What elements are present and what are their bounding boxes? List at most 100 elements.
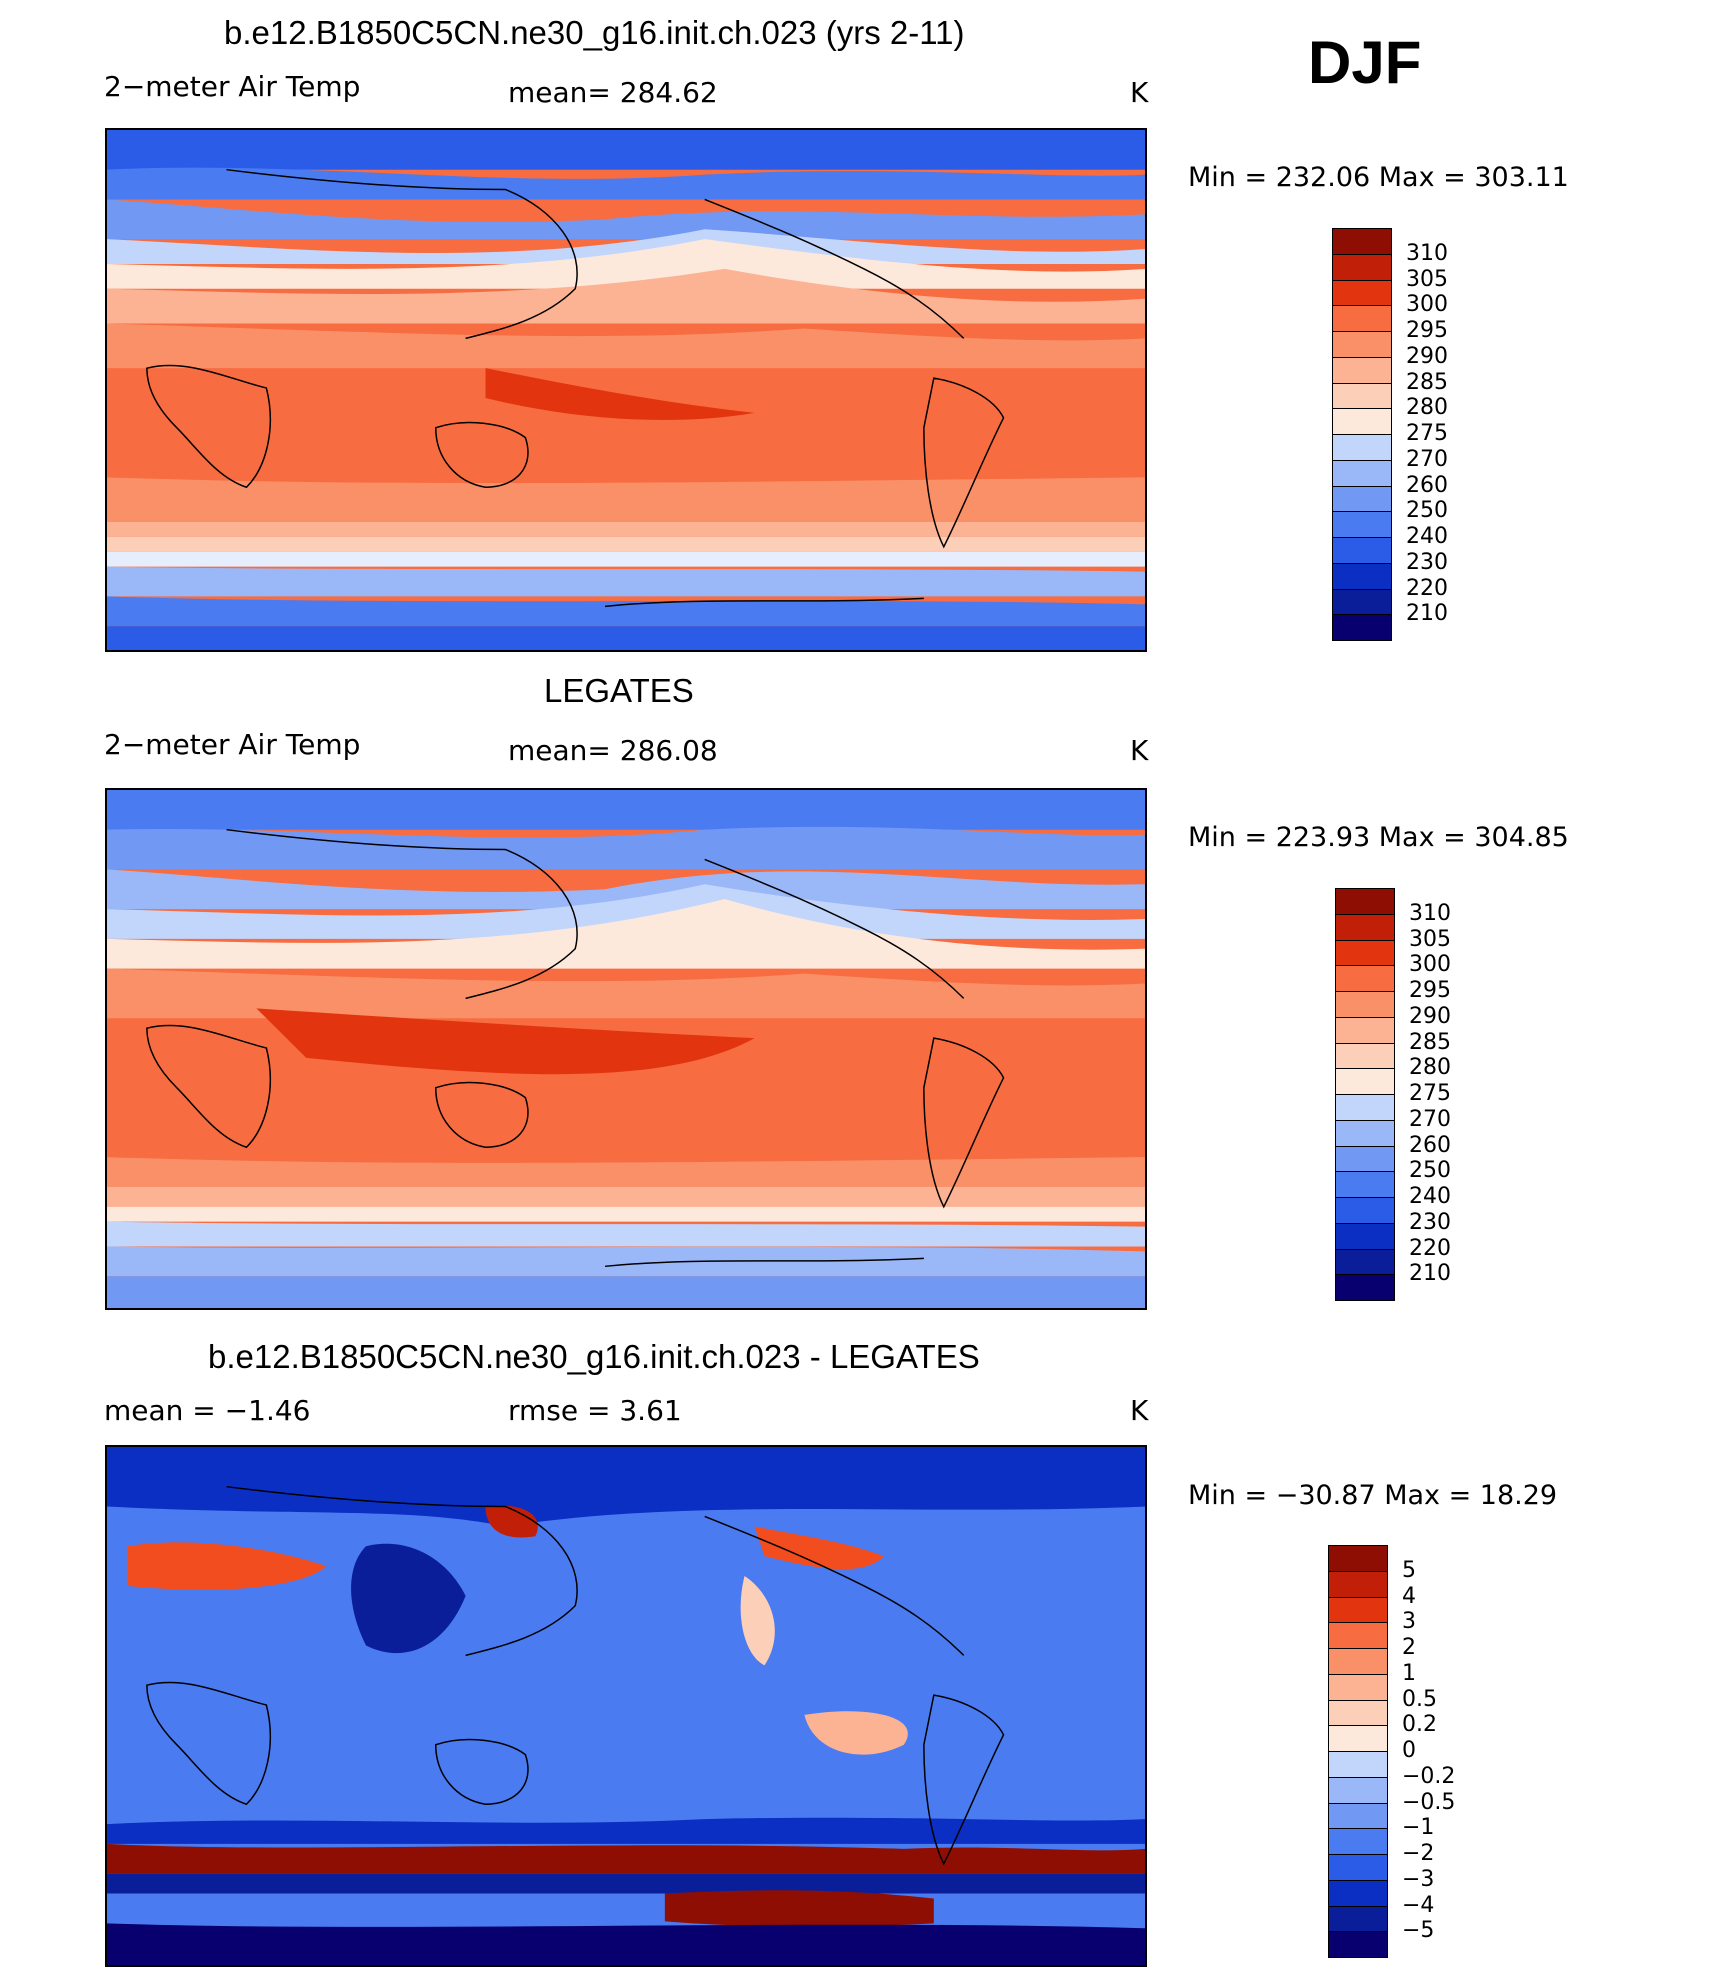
- colorbar-tick-label: 270: [1409, 1106, 1451, 1132]
- colorbar-box: [1328, 1596, 1388, 1623]
- colorbar-box: [1332, 537, 1392, 564]
- colorbar-tick-label: 285: [1409, 1029, 1451, 1055]
- colorbar-tick-label: −2: [1402, 1841, 1435, 1866]
- panel3-units-label: K: [1130, 1394, 1149, 1427]
- colorbar-box: [1332, 511, 1392, 538]
- panel1-mean-label: mean= 284.62: [508, 76, 718, 109]
- panel3-minmax: Min = −30.87 Max = 18.29: [1188, 1480, 1558, 1511]
- colorbar-box: [1328, 1622, 1388, 1649]
- colorbar-box: [1332, 459, 1392, 486]
- colorbar-box: [1335, 991, 1395, 1018]
- colorbar-box: [1335, 1197, 1395, 1224]
- colorbar-tick-label: −0.5: [1402, 1789, 1456, 1815]
- panel1-minmax: Min = 232.06 Max = 303.11: [1188, 162, 1569, 193]
- colorbar-box: [1328, 1931, 1388, 1958]
- panel1-units-label: K: [1130, 76, 1149, 109]
- colorbar-tick-label: 305: [1406, 266, 1448, 292]
- colorbar-box: [1335, 1145, 1395, 1172]
- colorbar-box: [1328, 1673, 1388, 1700]
- colorbar-box: [1335, 939, 1395, 966]
- panel2-minmax: Min = 223.93 Max = 304.85: [1188, 822, 1569, 853]
- colorbar-box: [1335, 1016, 1395, 1043]
- colorbar-tick-label: 4: [1402, 1583, 1416, 1609]
- colorbar-box: [1335, 1119, 1395, 1146]
- colorbar-tick-label: 280: [1406, 395, 1448, 421]
- colorbar-tick-label: 275: [1406, 421, 1448, 446]
- colorbar-tick-label: 240: [1409, 1184, 1451, 1209]
- colorbar-box: [1332, 356, 1392, 383]
- colorbar-box: [1328, 1776, 1388, 1803]
- colorbar-box: [1332, 588, 1392, 615]
- panel3-title: b.e12.B1850C5CN.ne30_g16.init.ch.023 - L…: [208, 1338, 980, 1375]
- colorbar-tick-label: 230: [1409, 1209, 1451, 1235]
- panel2-mean-label: mean= 286.08: [508, 734, 718, 767]
- colorbar-tick-label: −5: [1402, 1918, 1435, 1944]
- colorbar-tick-label: 290: [1409, 1003, 1451, 1029]
- panel2-title: LEGATES: [544, 672, 694, 709]
- panel3-rmse-label: rmse = 3.61: [508, 1394, 682, 1427]
- panel1-map-svg: [107, 130, 1145, 650]
- colorbar-tick-label: 260: [1409, 1132, 1451, 1158]
- colorbar-tick-label: 220: [1406, 575, 1448, 601]
- panel2-map: [105, 788, 1147, 1310]
- colorbar-tick-label: 290: [1406, 343, 1448, 369]
- colorbar-box: [1328, 1545, 1388, 1572]
- colorbar-box: [1332, 382, 1392, 409]
- colorbar-box: [1335, 1274, 1395, 1301]
- colorbar-box: [1335, 888, 1395, 915]
- colorbar-box: [1332, 408, 1392, 435]
- colorbar-tick-label: 5: [1402, 1557, 1416, 1583]
- colorbar-tick-label: 240: [1406, 524, 1448, 549]
- colorbar-box: [1328, 1905, 1388, 1932]
- colorbar-tick-label: 0.5: [1402, 1686, 1437, 1712]
- colorbar-box: [1328, 1699, 1388, 1726]
- panel2-colorbar: 310 305 300 295 290 285 280 275 270 260 250 240 230 2…: [1335, 888, 1451, 1301]
- panel3-map-svg: [107, 1447, 1145, 1965]
- colorbar-tick-label: 260: [1406, 472, 1448, 498]
- colorbar-box: [1328, 1879, 1388, 1906]
- colorbar-box: [1328, 1828, 1388, 1855]
- colorbar-tick-label: −3: [1402, 1866, 1435, 1892]
- colorbar-tick-label: 300: [1406, 292, 1448, 318]
- colorbar-box: [1328, 1725, 1388, 1752]
- colorbar-box: [1332, 305, 1392, 332]
- colorbar-tick-label: −4: [1402, 1892, 1435, 1918]
- panel2-variable-label: 2−meter Air Temp: [104, 728, 361, 761]
- colorbar-tick-label: 295: [1409, 978, 1451, 1003]
- colorbar-tick-label: 210: [1409, 1261, 1451, 1287]
- colorbar-box: [1332, 562, 1392, 589]
- colorbar-box: [1328, 1854, 1388, 1881]
- colorbar-box: [1335, 1248, 1395, 1275]
- panel1-variable-label: 2−meter Air Temp: [104, 70, 361, 103]
- colorbar-box: [1335, 1222, 1395, 1249]
- colorbar-box: [1332, 434, 1392, 461]
- panel2-map-svg: [107, 790, 1145, 1308]
- colorbar-tick-label: 220: [1409, 1235, 1451, 1261]
- colorbar-tick-label: 1: [1402, 1660, 1416, 1686]
- colorbar-tick-label: 250: [1409, 1158, 1451, 1184]
- colorbar-tick-label: 270: [1406, 446, 1448, 472]
- colorbar-tick-label: 300: [1409, 952, 1451, 978]
- panel1-title: b.e12.B1850C5CN.ne30_g16.init.ch.023 (yr…: [224, 14, 965, 51]
- colorbar-tick-label: 280: [1409, 1055, 1451, 1081]
- colorbar-box: [1332, 485, 1392, 512]
- colorbar-tick-label: 2: [1402, 1635, 1416, 1660]
- colorbar-box: [1335, 1042, 1395, 1069]
- colorbar-tick-label: 230: [1406, 549, 1448, 575]
- colorbar-tick-label: 0: [1402, 1738, 1416, 1763]
- colorbar-box: [1335, 965, 1395, 992]
- colorbar-tick-label: 3: [1402, 1609, 1416, 1635]
- colorbar-box: [1335, 913, 1395, 940]
- colorbar-box: [1328, 1570, 1388, 1597]
- panel3-mean-label: mean = −1.46: [104, 1394, 311, 1427]
- colorbar-tick-label: 0.2: [1402, 1712, 1437, 1738]
- colorbar-tick-label: 305: [1409, 926, 1451, 952]
- colorbar-tick-label: −1: [1402, 1815, 1435, 1841]
- colorbar-box: [1332, 331, 1392, 358]
- colorbar-box: [1328, 1648, 1388, 1675]
- colorbar-box: [1332, 228, 1392, 255]
- colorbar-box: [1328, 1751, 1388, 1778]
- panel1-map: [105, 128, 1147, 652]
- colorbar-tick-label: −0.2: [1402, 1763, 1456, 1789]
- colorbar-tick-label: 210: [1406, 601, 1448, 627]
